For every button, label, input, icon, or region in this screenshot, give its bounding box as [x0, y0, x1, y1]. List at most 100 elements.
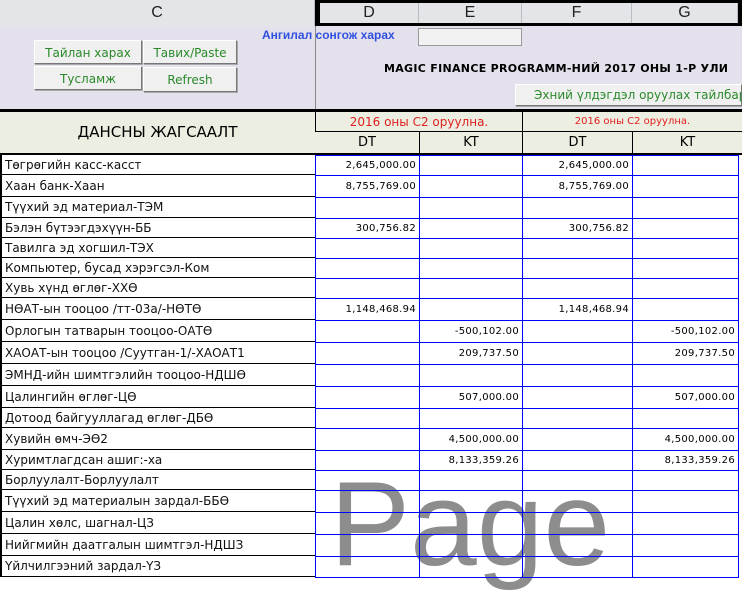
- amount-cell-e[interactable]: [419, 197, 523, 219]
- amount-cell-e[interactable]: [419, 155, 523, 176]
- amount-cell-g[interactable]: 209,737.50: [632, 342, 739, 365]
- amount-cell-f[interactable]: [522, 470, 633, 491]
- amount-cell-d[interactable]: 8,755,769.00: [315, 175, 420, 198]
- amount-cell-e[interactable]: [419, 556, 523, 578]
- amount-cell-f[interactable]: [522, 278, 633, 299]
- amount-cell-g[interactable]: [632, 490, 739, 513]
- amount-cell-d[interactable]: [315, 450, 420, 471]
- amount-cell-g[interactable]: [632, 258, 739, 279]
- amount-cell-f[interactable]: 1,148,468.94: [522, 298, 633, 321]
- amount-cell-d[interactable]: [315, 364, 420, 387]
- amount-cell-e[interactable]: [419, 238, 523, 259]
- account-name[interactable]: НӨАТ-ын тооцоо /тт-03а/-НӨТӨ: [0, 298, 315, 320]
- account-name[interactable]: Хувь хүнд өглөг-ХХӨ: [0, 278, 315, 298]
- amount-cell-g[interactable]: [632, 556, 739, 578]
- amount-cell-f[interactable]: [522, 450, 633, 471]
- amount-cell-f[interactable]: [522, 320, 633, 343]
- amount-cell-g[interactable]: [632, 534, 739, 557]
- paste-button[interactable]: Тавих/Paste: [143, 40, 237, 64]
- amount-cell-e[interactable]: [419, 298, 523, 321]
- amount-cell-d[interactable]: [315, 197, 420, 219]
- account-name[interactable]: Тавилга эд хогшил-ТЭХ: [0, 238, 315, 258]
- report-button[interactable]: Тайлан харах: [34, 40, 142, 64]
- amount-cell-g[interactable]: [632, 364, 739, 387]
- filter-input[interactable]: [418, 28, 522, 46]
- amount-cell-d[interactable]: [315, 342, 420, 365]
- amount-cell-g[interactable]: 4,500,000.00: [632, 428, 739, 451]
- amount-cell-e[interactable]: 8,133,359.26: [419, 450, 523, 471]
- amount-cell-e[interactable]: 209,737.50: [419, 342, 523, 365]
- amount-cell-d[interactable]: [315, 320, 420, 343]
- amount-cell-e[interactable]: [419, 534, 523, 557]
- column-header-g[interactable]: G: [632, 3, 738, 23]
- amount-cell-g[interactable]: [632, 155, 739, 176]
- account-name[interactable]: Түүхий эд материал-ТЭМ: [0, 197, 315, 218]
- amount-cell-e[interactable]: [419, 490, 523, 513]
- account-name[interactable]: Орлогын татварын тооцоо-ОАТӨ: [0, 320, 315, 342]
- amount-cell-f[interactable]: 2,645,000.00: [522, 155, 633, 176]
- amount-cell-d[interactable]: [315, 490, 420, 513]
- amount-cell-g[interactable]: [632, 197, 739, 219]
- amount-cell-f[interactable]: [522, 408, 633, 429]
- amount-cell-f[interactable]: [522, 556, 633, 578]
- amount-cell-g[interactable]: 8,133,359.26: [632, 450, 739, 471]
- help-button[interactable]: Тусламж: [34, 66, 142, 90]
- amount-cell-d[interactable]: [315, 408, 420, 429]
- amount-cell-d[interactable]: [315, 386, 420, 409]
- amount-cell-g[interactable]: [632, 278, 739, 299]
- account-name[interactable]: Хаан банк-Хаан: [0, 175, 315, 197]
- account-name[interactable]: Борлуулалт-Борлуулалт: [0, 470, 315, 490]
- column-header-c[interactable]: C: [0, 0, 315, 26]
- amount-cell-e[interactable]: -500,102.00: [419, 320, 523, 343]
- amount-cell-d[interactable]: 2,645,000.00: [315, 155, 420, 176]
- amount-cell-f[interactable]: [522, 534, 633, 557]
- amount-cell-e[interactable]: [419, 512, 523, 535]
- amount-cell-f[interactable]: [522, 490, 633, 513]
- amount-cell-f[interactable]: [522, 428, 633, 451]
- account-name[interactable]: Компьютер, бусад хэрэгсэл-Ком: [0, 258, 315, 278]
- amount-cell-e[interactable]: [419, 258, 523, 279]
- account-name[interactable]: Дотоод байгууллагад өглөг-ДБӨ: [0, 408, 315, 428]
- amount-cell-g[interactable]: [632, 408, 739, 429]
- amount-cell-g[interactable]: [632, 238, 739, 259]
- opening-balance-help-button[interactable]: Эхний үлдэгдэл оруулах тайлбар: [515, 84, 742, 106]
- amount-cell-e[interactable]: [419, 218, 523, 239]
- amount-cell-f[interactable]: [522, 258, 633, 279]
- amount-cell-e[interactable]: [419, 364, 523, 387]
- amount-cell-d[interactable]: [315, 258, 420, 279]
- account-name[interactable]: Хувийн өмч-ЭӨ2: [0, 428, 315, 450]
- account-name[interactable]: Түүхий эд материалын зардал-ББӨ: [0, 490, 315, 512]
- amount-cell-e[interactable]: [419, 470, 523, 491]
- account-name[interactable]: Төгрөгийн касс-касст: [0, 155, 315, 175]
- amount-cell-g[interactable]: [632, 218, 739, 239]
- amount-cell-g[interactable]: [632, 175, 739, 198]
- amount-cell-f[interactable]: 8,755,769.00: [522, 175, 633, 198]
- amount-cell-d[interactable]: 1,148,468.94: [315, 298, 420, 321]
- amount-cell-f[interactable]: [522, 342, 633, 365]
- amount-cell-d[interactable]: [315, 470, 420, 491]
- account-name[interactable]: Цалингийн өглөг-ЦӨ: [0, 386, 315, 408]
- account-name[interactable]: ХАОАТ-ын тооцоо /Суутган-1/-ХАОАТ1: [0, 342, 315, 364]
- amount-cell-g[interactable]: -500,102.00: [632, 320, 739, 343]
- amount-cell-f[interactable]: [522, 364, 633, 387]
- refresh-button[interactable]: Refresh: [143, 67, 237, 92]
- account-name[interactable]: Үйлчилгээний зардал-ҮЗ: [0, 556, 315, 577]
- column-header-d[interactable]: D: [320, 3, 419, 23]
- amount-cell-f[interactable]: [522, 386, 633, 409]
- amount-cell-f[interactable]: [522, 512, 633, 535]
- amount-cell-d[interactable]: 300,756.82: [315, 218, 420, 239]
- amount-cell-d[interactable]: [315, 238, 420, 259]
- amount-cell-d[interactable]: [315, 556, 420, 578]
- amount-cell-e[interactable]: 507,000.00: [419, 386, 523, 409]
- amount-cell-g[interactable]: [632, 298, 739, 321]
- amount-cell-e[interactable]: [419, 278, 523, 299]
- amount-cell-d[interactable]: [315, 428, 420, 451]
- column-header-f[interactable]: F: [522, 3, 632, 23]
- amount-cell-e[interactable]: [419, 175, 523, 198]
- amount-cell-g[interactable]: 507,000.00: [632, 386, 739, 409]
- amount-cell-f[interactable]: 300,756.82: [522, 218, 633, 239]
- amount-cell-d[interactable]: [315, 278, 420, 299]
- amount-cell-e[interactable]: [419, 408, 523, 429]
- amount-cell-f[interactable]: [522, 197, 633, 219]
- amount-cell-f[interactable]: [522, 238, 633, 259]
